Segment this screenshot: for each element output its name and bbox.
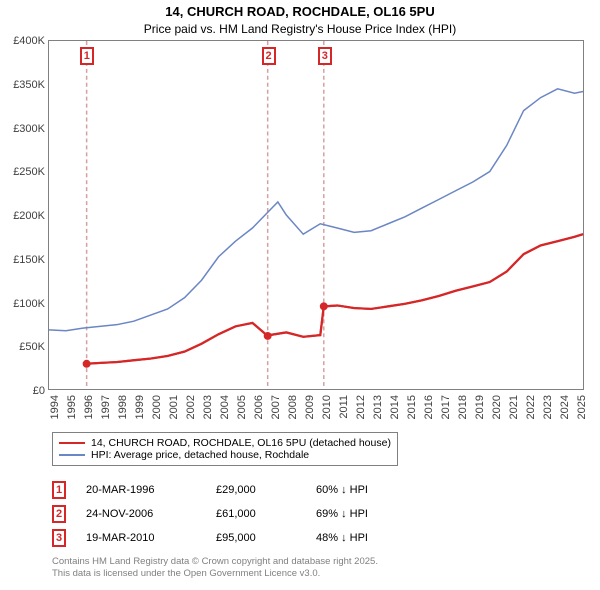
series-hpi: [49, 89, 583, 331]
legend-row: 14, CHURCH ROAD, ROCHDALE, OL16 5PU (det…: [59, 437, 391, 449]
x-tick-label: 2012: [355, 389, 367, 419]
y-tick-label: £350K: [13, 79, 49, 91]
y-tick-label: £250K: [13, 166, 49, 178]
sale-marker: 2: [262, 47, 276, 65]
x-tick-label: 2023: [542, 389, 554, 419]
price-row-diff: 60% ↓ HPI: [316, 484, 416, 496]
x-tick-label: 2022: [525, 389, 537, 419]
price-table-row: 3 19-MAR-2010 £95,000 48% ↓ HPI: [52, 526, 416, 550]
chart-subtitle: Price paid vs. HM Land Registry's House …: [0, 22, 600, 36]
chart-area: £0£50K£100K£150K£200K£250K£300K£350K£400…: [48, 40, 584, 390]
price-table: 1 20-MAR-1996 £29,000 60% ↓ HPI 2 24-NOV-2006…: [52, 478, 416, 550]
x-tick-label: 1994: [49, 389, 61, 419]
x-tick-label: 2021: [508, 389, 520, 419]
x-tick-label: 2016: [423, 389, 435, 419]
legend-row: HPI: Average price, detached house, Roch…: [59, 449, 391, 461]
sale-dot: [264, 332, 272, 340]
price-row-marker: 3: [52, 529, 66, 547]
price-row-date: 19-MAR-2010: [86, 532, 196, 544]
x-tick-label: 2010: [321, 389, 333, 419]
legend-swatch: [59, 442, 85, 444]
x-tick-label: 2005: [236, 389, 248, 419]
sale-marker: 1: [80, 47, 94, 65]
y-tick-label: £150K: [13, 254, 49, 266]
x-tick-label: 2007: [270, 389, 282, 419]
sale-dot: [83, 360, 91, 368]
price-row-marker: 1: [52, 481, 66, 499]
x-tick-label: 2015: [406, 389, 418, 419]
price-row-price: £61,000: [216, 508, 296, 520]
price-table-row: 1 20-MAR-1996 £29,000 60% ↓ HPI: [52, 478, 416, 502]
series-price_paid: [87, 234, 583, 364]
x-tick-label: 2025: [576, 389, 588, 419]
legend-label: 14, CHURCH ROAD, ROCHDALE, OL16 5PU (det…: [91, 437, 391, 449]
x-tick-label: 1997: [100, 389, 112, 419]
x-tick-label: 1998: [117, 389, 129, 419]
x-tick-label: 2000: [151, 389, 163, 419]
price-row-diff: 69% ↓ HPI: [316, 508, 416, 520]
sale-marker: 3: [318, 47, 332, 65]
footer-line: Contains HM Land Registry data © Crown c…: [52, 556, 378, 568]
x-tick-label: 2009: [304, 389, 316, 419]
x-tick-label: 1996: [83, 389, 95, 419]
legend: 14, CHURCH ROAD, ROCHDALE, OL16 5PU (det…: [52, 432, 398, 466]
x-tick-label: 2024: [559, 389, 571, 419]
footer: Contains HM Land Registry data © Crown c…: [52, 556, 378, 580]
price-row-price: £95,000: [216, 532, 296, 544]
price-row-date: 20-MAR-1996: [86, 484, 196, 496]
y-tick-label: £300K: [13, 123, 49, 135]
legend-label: HPI: Average price, detached house, Roch…: [91, 449, 309, 461]
x-tick-label: 2019: [474, 389, 486, 419]
x-tick-label: 1999: [134, 389, 146, 419]
price-row-price: £29,000: [216, 484, 296, 496]
x-tick-label: 2013: [372, 389, 384, 419]
y-tick-label: £200K: [13, 210, 49, 222]
y-tick-label: £100K: [13, 298, 49, 310]
price-table-row: 2 24-NOV-2006 £61,000 69% ↓ HPI: [52, 502, 416, 526]
x-tick-label: 2017: [440, 389, 452, 419]
sale-dot: [320, 302, 328, 310]
x-tick-label: 2008: [287, 389, 299, 419]
x-tick-label: 2002: [185, 389, 197, 419]
price-row-diff: 48% ↓ HPI: [316, 532, 416, 544]
y-tick-label: £400K: [13, 35, 49, 47]
footer-line: This data is licensed under the Open Gov…: [52, 568, 378, 580]
y-tick-label: £50K: [19, 341, 49, 353]
x-tick-label: 2020: [491, 389, 503, 419]
x-tick-label: 2006: [253, 389, 265, 419]
legend-swatch: [59, 454, 85, 456]
price-row-date: 24-NOV-2006: [86, 508, 196, 520]
x-tick-label: 2004: [219, 389, 231, 419]
y-tick-label: £0: [33, 385, 49, 397]
x-tick-label: 2011: [338, 389, 350, 419]
price-row-marker: 2: [52, 505, 66, 523]
x-tick-label: 2003: [202, 389, 214, 419]
x-tick-label: 1995: [66, 389, 78, 419]
x-tick-label: 2001: [168, 389, 180, 419]
chart-title: 14, CHURCH ROAD, ROCHDALE, OL16 5PU: [0, 4, 600, 19]
x-tick-label: 2014: [389, 389, 401, 419]
x-tick-label: 2018: [457, 389, 469, 419]
